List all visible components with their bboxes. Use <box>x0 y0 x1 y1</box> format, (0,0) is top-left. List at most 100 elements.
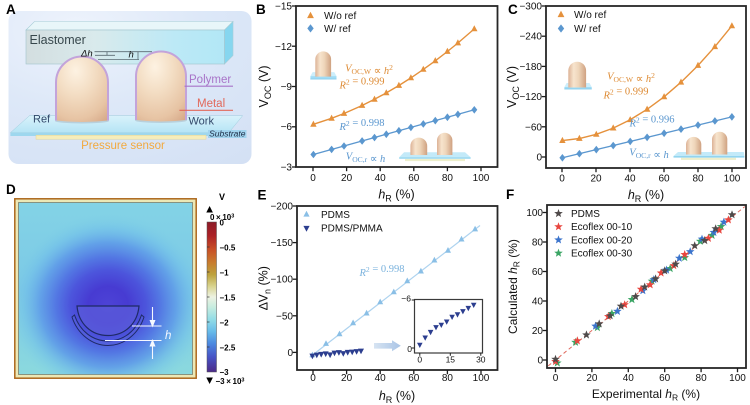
svg-text:VOC,W ∝ h2: VOC,W ∝ h2 <box>607 71 655 85</box>
svg-text:60: 60 <box>408 373 420 384</box>
svg-text:0: 0 <box>310 173 316 184</box>
svg-text:F: F <box>506 187 514 202</box>
svg-text:80: 80 <box>532 238 544 249</box>
svg-text:Experimental hR (%): Experimental hR (%) <box>592 387 700 403</box>
svg-text:Polymer: Polymer <box>189 74 231 86</box>
svg-text:0: 0 <box>553 373 559 384</box>
svg-text:E: E <box>258 188 267 203</box>
svg-text:−0.5: −0.5 <box>220 244 236 253</box>
svg-text:VOC,W ∝ h2: VOC,W ∝ h2 <box>345 63 393 77</box>
svg-text:40: 40 <box>624 174 636 185</box>
svg-text:W/o ref: W/o ref <box>574 10 606 21</box>
svg-text:−300: −300 <box>519 2 542 13</box>
svg-text:−240: −240 <box>519 32 542 43</box>
svg-text:Ref: Ref <box>33 114 51 126</box>
svg-text:−3 × 103: −3 × 103 <box>216 377 245 386</box>
svg-text:0: 0 <box>407 344 412 354</box>
svg-text:60: 60 <box>408 173 420 184</box>
svg-text:0: 0 <box>536 153 542 164</box>
svg-text:C: C <box>508 2 518 17</box>
svg-text:Calculated hR (%): Calculated hR (%) <box>506 239 522 334</box>
svg-text:−12: −12 <box>275 42 292 53</box>
svg-text:h: h <box>165 330 171 342</box>
svg-text:B: B <box>256 2 266 17</box>
svg-text:60: 60 <box>658 174 670 185</box>
svg-text:15: 15 <box>446 355 456 365</box>
svg-text:80: 80 <box>442 173 454 184</box>
svg-text:hR (%): hR (%) <box>378 188 414 204</box>
svg-text:−15: −15 <box>275 2 292 13</box>
svg-text:h: h <box>129 50 134 61</box>
svg-text:Pressure sensor: Pressure sensor <box>81 140 165 152</box>
svg-text:PDMS: PDMS <box>321 210 350 221</box>
svg-text:W/o ref: W/o ref <box>324 11 356 22</box>
svg-text:−2: −2 <box>220 319 230 328</box>
svg-text:R2 = 0.996: R2 = 0.996 <box>628 115 674 130</box>
svg-text:D: D <box>6 182 16 197</box>
svg-text:Substrate: Substrate <box>209 128 246 138</box>
svg-text:60: 60 <box>532 267 544 278</box>
svg-text:∆Vn (%): ∆Vn (%) <box>257 266 273 310</box>
svg-text:−50: −50 <box>276 311 293 322</box>
svg-text:0: 0 <box>287 348 293 359</box>
svg-text:80: 80 <box>696 373 708 384</box>
svg-text:−9: −9 <box>281 82 293 93</box>
svg-text:40: 40 <box>375 373 387 384</box>
svg-text:W/ ref: W/ ref <box>574 24 601 35</box>
svg-text:VOC (V): VOC (V) <box>505 66 521 108</box>
svg-text:100: 100 <box>724 174 741 185</box>
svg-text:Ecoflex 00-20: Ecoflex 00-20 <box>571 235 633 246</box>
svg-text:80: 80 <box>692 174 704 185</box>
svg-text:−3: −3 <box>220 368 230 377</box>
svg-text:40: 40 <box>375 173 387 184</box>
svg-text:20: 20 <box>341 373 353 384</box>
svg-text:−60: −60 <box>525 122 542 133</box>
svg-text:VOC,r ∝ h: VOC,r ∝ h <box>629 148 668 162</box>
svg-text:0: 0 <box>310 373 316 384</box>
svg-text:80: 80 <box>442 373 454 384</box>
svg-text:0 × 103: 0 × 103 <box>210 213 234 222</box>
svg-text:A: A <box>6 2 16 17</box>
svg-text:R2 = 0.999: R2 = 0.999 <box>602 87 648 102</box>
svg-text:Work: Work <box>189 116 215 128</box>
svg-text:40: 40 <box>532 297 544 308</box>
svg-text:Ecoflex 00-10: Ecoflex 00-10 <box>571 222 633 233</box>
svg-text:hR (%): hR (%) <box>379 389 415 405</box>
svg-text:0: 0 <box>559 174 565 185</box>
svg-text:40: 40 <box>623 373 635 384</box>
svg-text:hR (%): hR (%) <box>628 188 664 204</box>
svg-text:−2.5: −2.5 <box>220 344 236 353</box>
svg-text:−6: −6 <box>281 122 293 133</box>
svg-text:V: V <box>219 192 225 202</box>
svg-text:−6: −6 <box>401 294 411 304</box>
svg-text:Δh: Δh <box>80 49 93 60</box>
svg-text:−200: −200 <box>270 202 293 213</box>
svg-text:60: 60 <box>659 373 671 384</box>
svg-text:0: 0 <box>537 356 543 367</box>
svg-text:20: 20 <box>590 174 602 185</box>
svg-text:R2 = 0.998: R2 = 0.998 <box>338 118 384 133</box>
svg-text:−100: −100 <box>270 275 293 286</box>
svg-text:PDMS: PDMS <box>571 209 600 220</box>
svg-text:20: 20 <box>586 373 598 384</box>
svg-text:Ecoflex 00-30: Ecoflex 00-30 <box>571 249 633 260</box>
svg-text:R2 = 0.998: R2 = 0.998 <box>358 264 404 279</box>
svg-text:100: 100 <box>526 208 543 219</box>
svg-text:0: 0 <box>417 355 422 365</box>
svg-text:20: 20 <box>341 173 353 184</box>
svg-text:−120: −120 <box>519 92 542 103</box>
svg-text:R2 = 0.999: R2 = 0.999 <box>338 77 384 92</box>
svg-text:−150: −150 <box>270 238 293 249</box>
svg-text:100: 100 <box>729 373 746 384</box>
svg-text:PDMS/PMMA: PDMS/PMMA <box>321 224 383 235</box>
svg-text:−3: −3 <box>281 163 293 174</box>
svg-text:Elastomer: Elastomer <box>30 33 86 47</box>
svg-text:0: 0 <box>220 219 225 228</box>
svg-text:30: 30 <box>476 355 486 365</box>
svg-text:20: 20 <box>532 326 544 337</box>
svg-text:100: 100 <box>473 373 490 384</box>
svg-text:Metal: Metal <box>197 98 225 110</box>
svg-text:W/ ref: W/ ref <box>324 24 351 35</box>
svg-text:−180: −180 <box>519 62 542 73</box>
svg-text:VOC,r ∝ h: VOC,r ∝ h <box>346 152 385 166</box>
